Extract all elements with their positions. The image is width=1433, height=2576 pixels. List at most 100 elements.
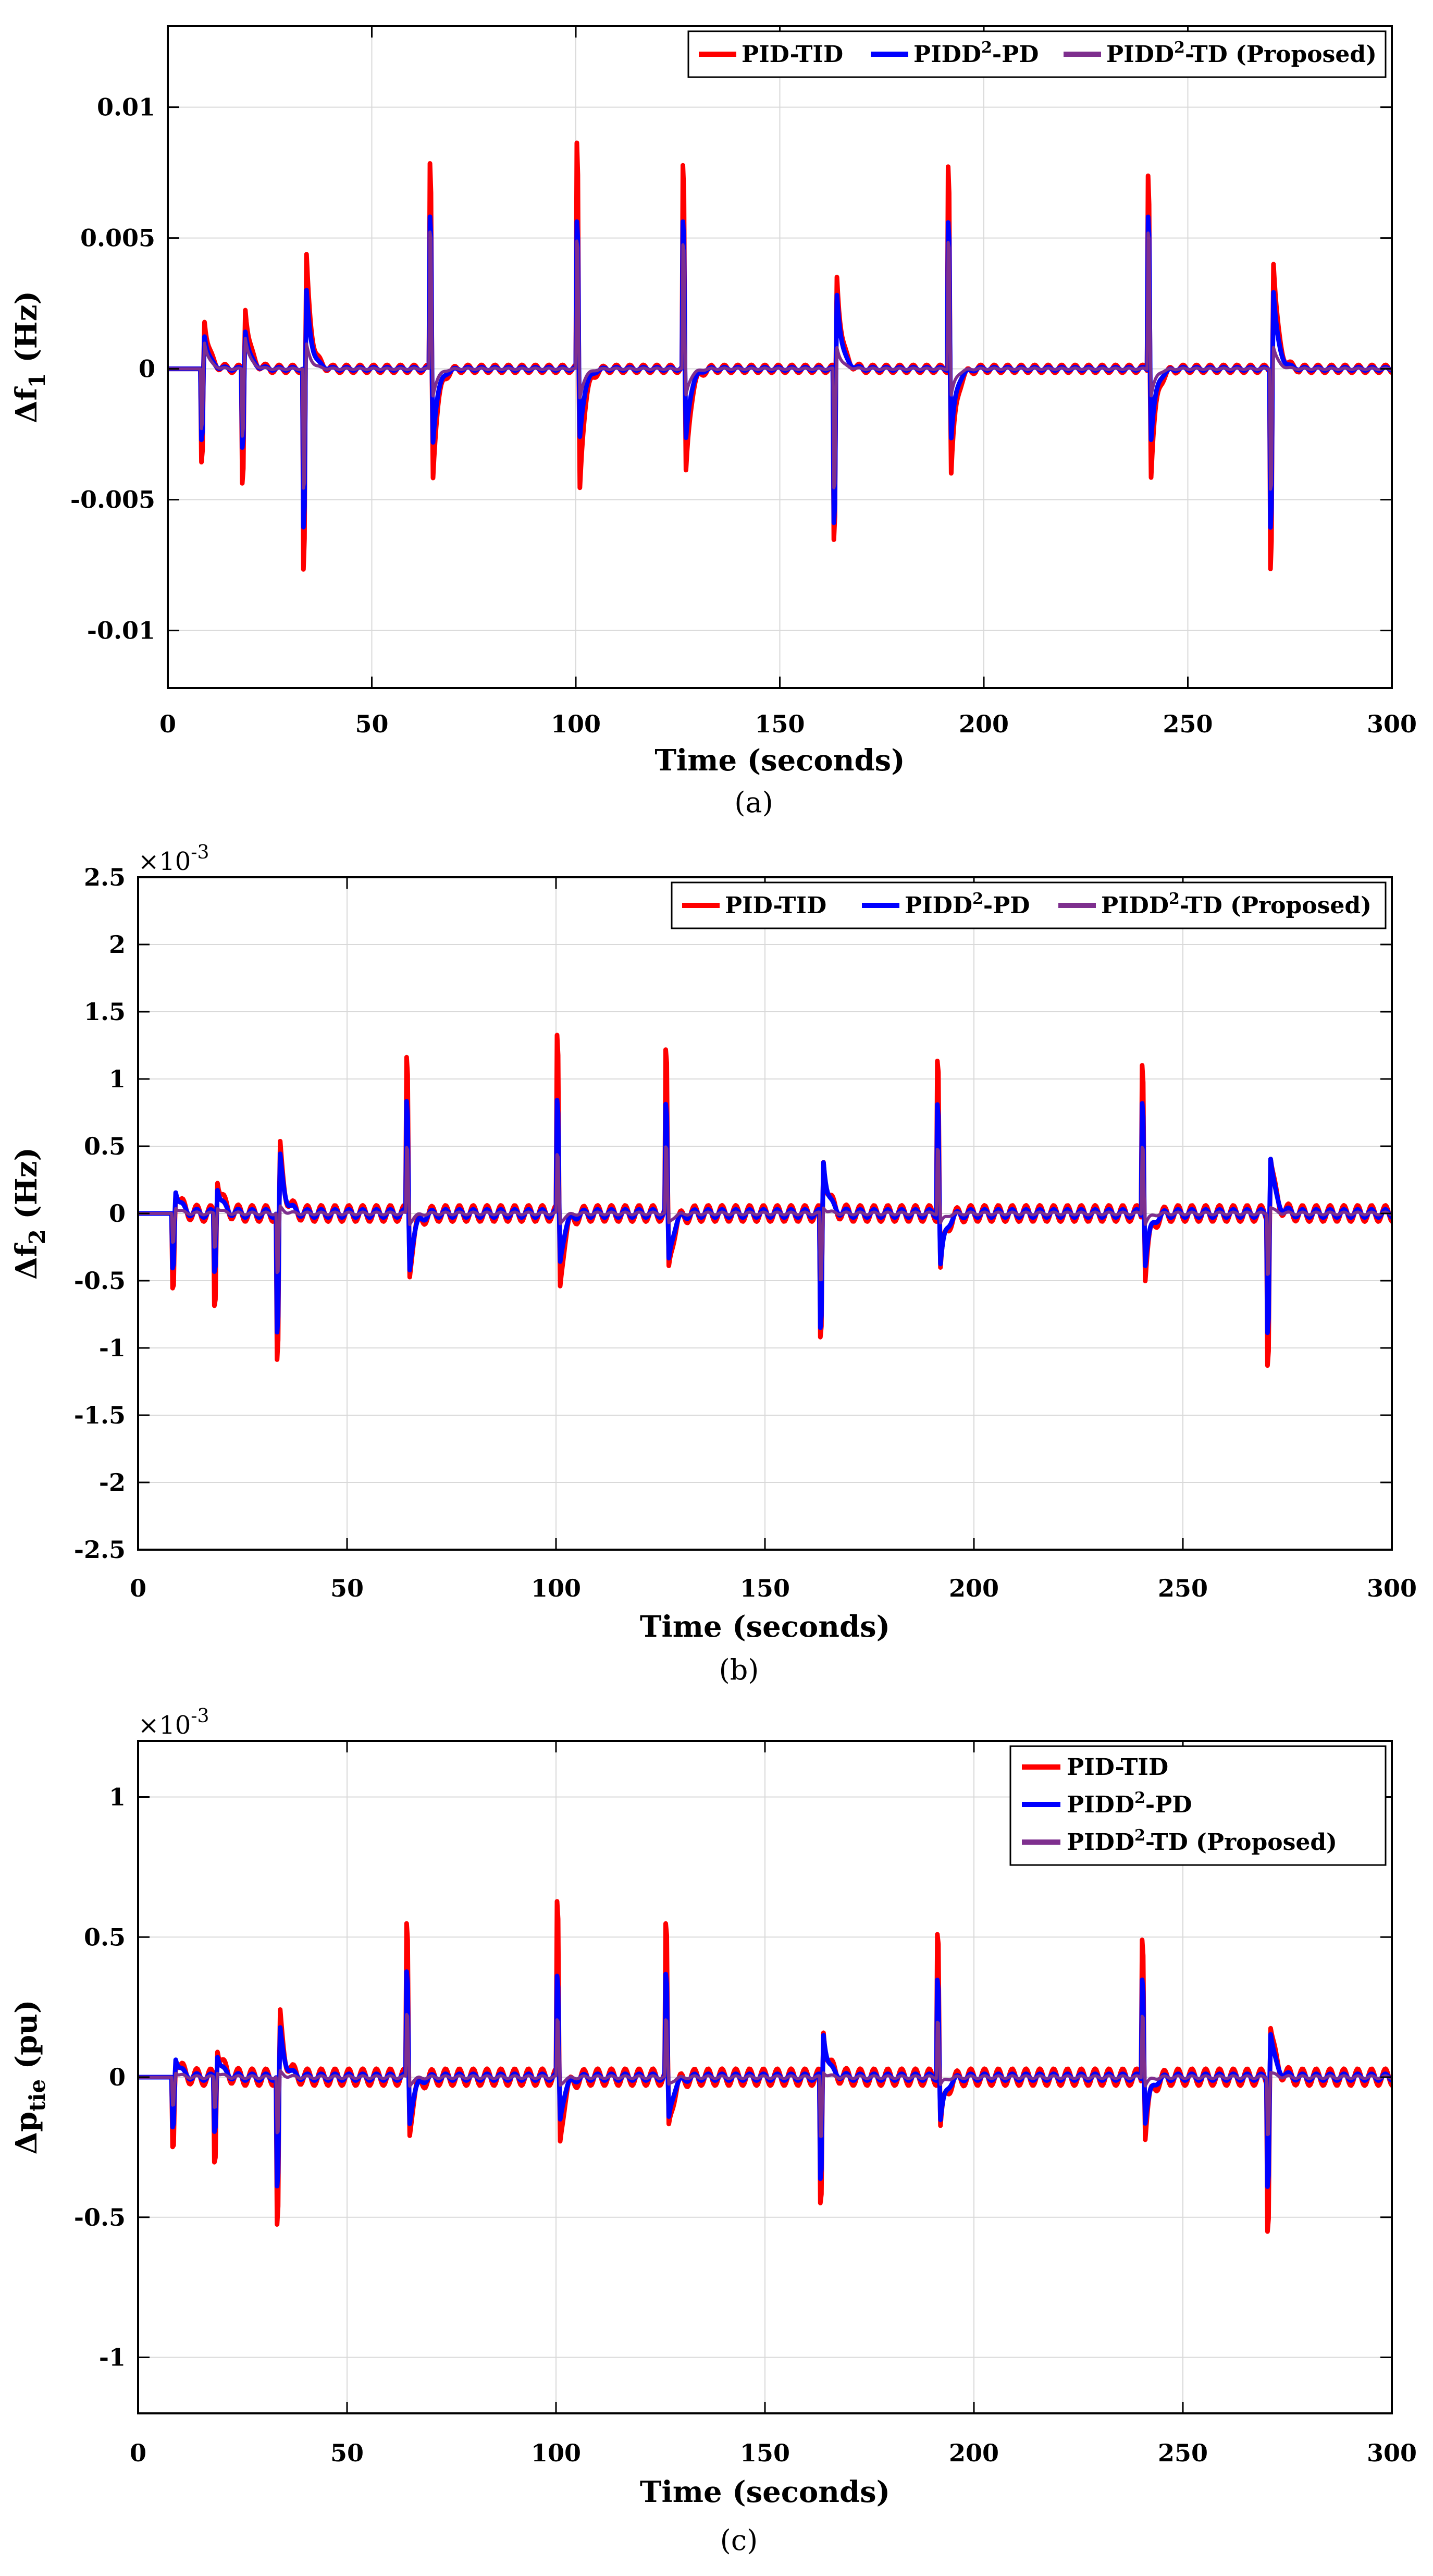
legend-entry-label: PID-TID — [725, 892, 826, 919]
y-tick-label: -2 — [99, 1468, 126, 1496]
legend-entry-name: PIDD — [905, 892, 972, 919]
legend-entry-name: PIDD — [913, 41, 981, 68]
y-axis-label-subscript: 1 — [24, 373, 50, 388]
x-tick-label: 250 — [1163, 710, 1213, 738]
legend-entry-sup: 2 — [1134, 1826, 1145, 1845]
chart-panel-2: 0 50 100 150 200 250 300 -2.5 -2 -1.5 -1 -0.5 0 0.5 1 1… — [9, 842, 1417, 1686]
legend-entry-suffix: -PD — [1145, 1792, 1192, 1818]
y-axis-label-subscript: 2 — [24, 1229, 50, 1244]
y-tick-label: -1 — [99, 1334, 126, 1362]
legend-box — [687, 30, 1387, 78]
axis-exponent: ×10-3 — [138, 1706, 209, 1740]
legend-entry-name: PIDD — [1106, 41, 1174, 68]
legend-entry-label: PIDD2-TD (Proposed) — [1101, 890, 1372, 919]
series-line-pidd2-td-proposed- — [138, 2013, 1392, 2138]
y-tick-label: 0.5 — [84, 1132, 126, 1160]
x-axis-label: Time (seconds) — [640, 1610, 890, 1644]
legend-entry-sup: 2 — [1174, 39, 1185, 57]
y-tick-label: 0 — [139, 355, 155, 383]
y-tick-label: 1 — [109, 1065, 126, 1093]
legend-entry-suffix: -TD (Proposed) — [1180, 892, 1372, 919]
y-tick-label: 0 — [109, 2063, 126, 2091]
axis-exponent-base: ×10 — [138, 847, 191, 876]
y-axis-label-main: Δf — [9, 386, 44, 423]
legend-entry-name: PIDD — [1101, 892, 1169, 919]
legend-entry-name: PIDD — [1067, 1829, 1134, 1856]
y-tick-label: 2 — [109, 930, 126, 959]
series-line-pidd2-td-proposed- — [168, 230, 1392, 491]
legend-entry-label: PIDD2-PD — [1067, 1789, 1192, 1818]
y-tick-label: 0.01 — [97, 93, 155, 121]
legend-entry-sup: 2 — [972, 890, 983, 908]
panel-caption: (b) — [719, 1653, 759, 1686]
series-line-pidd2-td-proposed- — [138, 1145, 1392, 1282]
legend-entry-name: PID-TID — [742, 41, 843, 68]
x-tick-label: 200 — [949, 1574, 999, 1602]
chart-panel-1: 0 50 100 150 200 250 300 -0.01 -0.005 0 0.005 0.01 T… — [9, 25, 1417, 819]
chart-panel-3: 0 50 100 150 200 250 300 -1 -0.5 0 0.5 1 ×10-3 Time (… — [9, 1706, 1417, 2557]
legend-entry-name: PID-TID — [1067, 1754, 1168, 1781]
legend-entry-suffix: -PD — [983, 892, 1030, 919]
x-tick-label: 0 — [130, 2439, 146, 2467]
y-axis-label-main: Δf — [9, 1243, 44, 1280]
y-axis-label-unit: (Hz) — [9, 1147, 44, 1229]
y-tick-label: 1.5 — [84, 998, 126, 1026]
y-axis-label: Δf2 (Hz) — [9, 1147, 50, 1280]
axis-exponent-power: -3 — [191, 842, 209, 863]
panel-caption: (a) — [734, 786, 773, 819]
y-tick-label: 0 — [109, 1199, 126, 1228]
x-tick-label: 300 — [1367, 710, 1417, 738]
x-tick-label: 300 — [1367, 2439, 1417, 2467]
legend-entry-label: PIDD2-PD — [905, 890, 1030, 919]
x-tick-label: 0 — [159, 710, 176, 738]
axis-exponent-base: ×10 — [138, 1711, 191, 1740]
x-tick-label: 150 — [755, 710, 805, 738]
legend-entry-sup: 2 — [981, 39, 992, 57]
y-axis-label-unit: (Hz) — [9, 291, 44, 373]
y-tick-label: -0.5 — [74, 1267, 126, 1295]
legend-entry-suffix: -TD (Proposed) — [1145, 1829, 1337, 1856]
y-tick-label: 0.5 — [84, 1923, 126, 1951]
axis-exponent: ×10-3 — [138, 842, 209, 876]
x-tick-label: 50 — [330, 2439, 364, 2467]
y-tick-label: -1 — [99, 2344, 126, 2372]
x-axis-label: Time (seconds) — [640, 2475, 890, 2509]
legend-entry-label: PIDD2-TD (Proposed) — [1106, 39, 1377, 68]
legend-entry-label: PID-TID — [1067, 1754, 1168, 1781]
x-tick-label: 100 — [531, 1574, 581, 1602]
x-tick-label: 100 — [551, 710, 601, 738]
x-tick-label: 50 — [355, 710, 388, 738]
legend-entry-name: PID-TID — [725, 892, 826, 919]
y-tick-label: 2.5 — [84, 863, 126, 891]
x-tick-label: 150 — [740, 2439, 790, 2467]
x-tick-label: 200 — [949, 2439, 999, 2467]
x-axis-label: Time (seconds) — [654, 743, 905, 778]
legend-box — [671, 881, 1387, 929]
y-axis-label-main: Δp — [9, 2112, 44, 2155]
x-tick-label: 300 — [1367, 1574, 1417, 1602]
legend-entry-label: PIDD2-TD (Proposed) — [1067, 1826, 1337, 1856]
x-tick-label: 0 — [130, 1574, 146, 1602]
y-tick-label: -0.01 — [87, 617, 155, 645]
y-axis-label-subscript: tie — [24, 2079, 50, 2112]
legend-entry-name: PIDD — [1067, 1792, 1134, 1818]
y-tick-label: -0.005 — [70, 486, 155, 514]
panel-caption: (c) — [720, 2524, 758, 2557]
y-tick-label: -2.5 — [74, 1536, 126, 1564]
legend-entry-label: PIDD2-PD — [913, 39, 1039, 68]
legend-entry-label: PID-TID — [742, 41, 843, 68]
legend-entry-suffix: -PD — [992, 41, 1039, 68]
y-tick-label: 1 — [109, 1783, 126, 1811]
legend-entry-suffix: -TD (Proposed) — [1185, 41, 1377, 68]
y-tick-label: -0.5 — [74, 2203, 126, 2231]
legend-box — [1009, 1745, 1387, 1866]
x-tick-label: 100 — [531, 2439, 581, 2467]
legend-entry-sup: 2 — [1169, 890, 1180, 908]
y-axis-label: Δptie (pu) — [9, 2000, 50, 2154]
y-tick-label: -1.5 — [74, 1401, 126, 1429]
x-tick-label: 50 — [330, 1574, 364, 1602]
